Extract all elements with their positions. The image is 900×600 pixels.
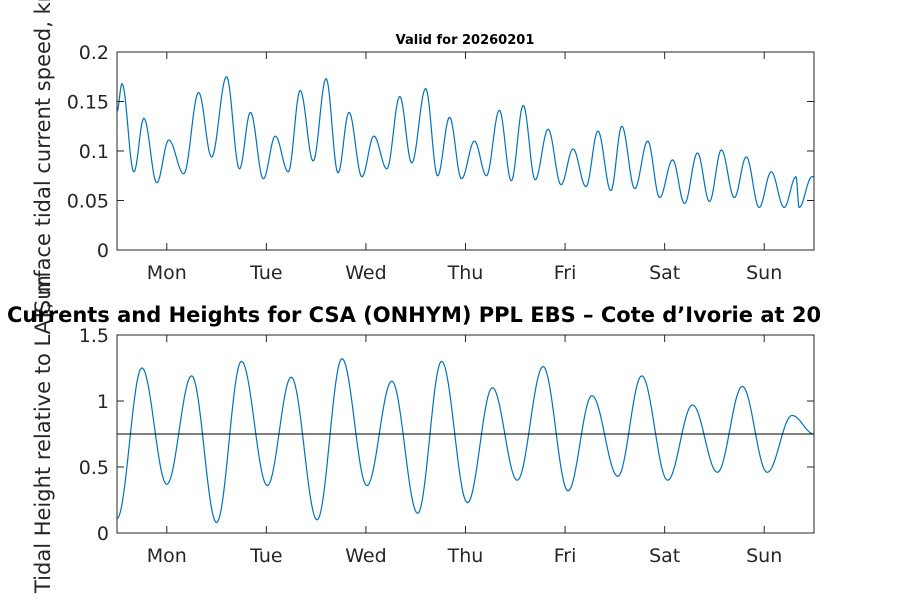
xtick-label-sat: Sat bbox=[649, 262, 680, 284]
xtick-label-fri: Fri bbox=[554, 545, 577, 567]
tidal-height-panel: 0 0.5 1 1.5 Mon Tue Wed Thu Fri Sat Sun Tidal Hei… bbox=[7, 275, 821, 594]
xtick-label-wed: Wed bbox=[345, 545, 386, 567]
ytick-label: 0 bbox=[97, 240, 109, 262]
xtick-label-wed: Wed bbox=[345, 262, 386, 284]
ytick-label: 0.5 bbox=[79, 457, 109, 479]
ytick-label: 0.2 bbox=[79, 42, 109, 64]
ytick-label: 0.15 bbox=[67, 92, 109, 114]
current-speed-axes-box bbox=[116, 51, 815, 251]
main-figure-title: Currents and Heights for CSA (ONHYM) PPL… bbox=[7, 303, 821, 327]
xtick-label-sun: Sun bbox=[746, 262, 782, 284]
xtick-label-mon: Mon bbox=[147, 262, 187, 284]
xtick-label-sat: Sat bbox=[649, 545, 680, 567]
xtick-label-tue: Tue bbox=[249, 545, 282, 567]
ytick-label: 0.1 bbox=[79, 141, 109, 163]
current-speed-title: Valid for 20260201 bbox=[396, 33, 535, 48]
ytick-label: 1 bbox=[97, 391, 109, 413]
tidal-height-ylabel: Tidal Height relative to LAT, m bbox=[31, 275, 55, 594]
xtick-label-thu: Thu bbox=[447, 262, 484, 284]
ytick-label: 0.05 bbox=[67, 191, 109, 213]
xtick-label-fri: Fri bbox=[554, 262, 577, 284]
current-speed-ylabel: Surface tidal current speed, kn bbox=[31, 0, 55, 313]
ytick-label: 0 bbox=[97, 523, 109, 545]
current-speed-line bbox=[116, 76, 814, 209]
current-speed-panel: 0 0.05 0.1 0.15 0.2 Mon Tue Wed Thu Fri Sat Sun Va… bbox=[31, 0, 815, 313]
xtick-label-tue: Tue bbox=[249, 262, 282, 284]
xtick-label-thu: Thu bbox=[447, 545, 484, 567]
tidal-height-line bbox=[116, 358, 815, 524]
ytick-label: 1.5 bbox=[79, 325, 109, 347]
xtick-label-sun: Sun bbox=[746, 545, 782, 567]
xtick-label-mon: Mon bbox=[147, 545, 187, 567]
